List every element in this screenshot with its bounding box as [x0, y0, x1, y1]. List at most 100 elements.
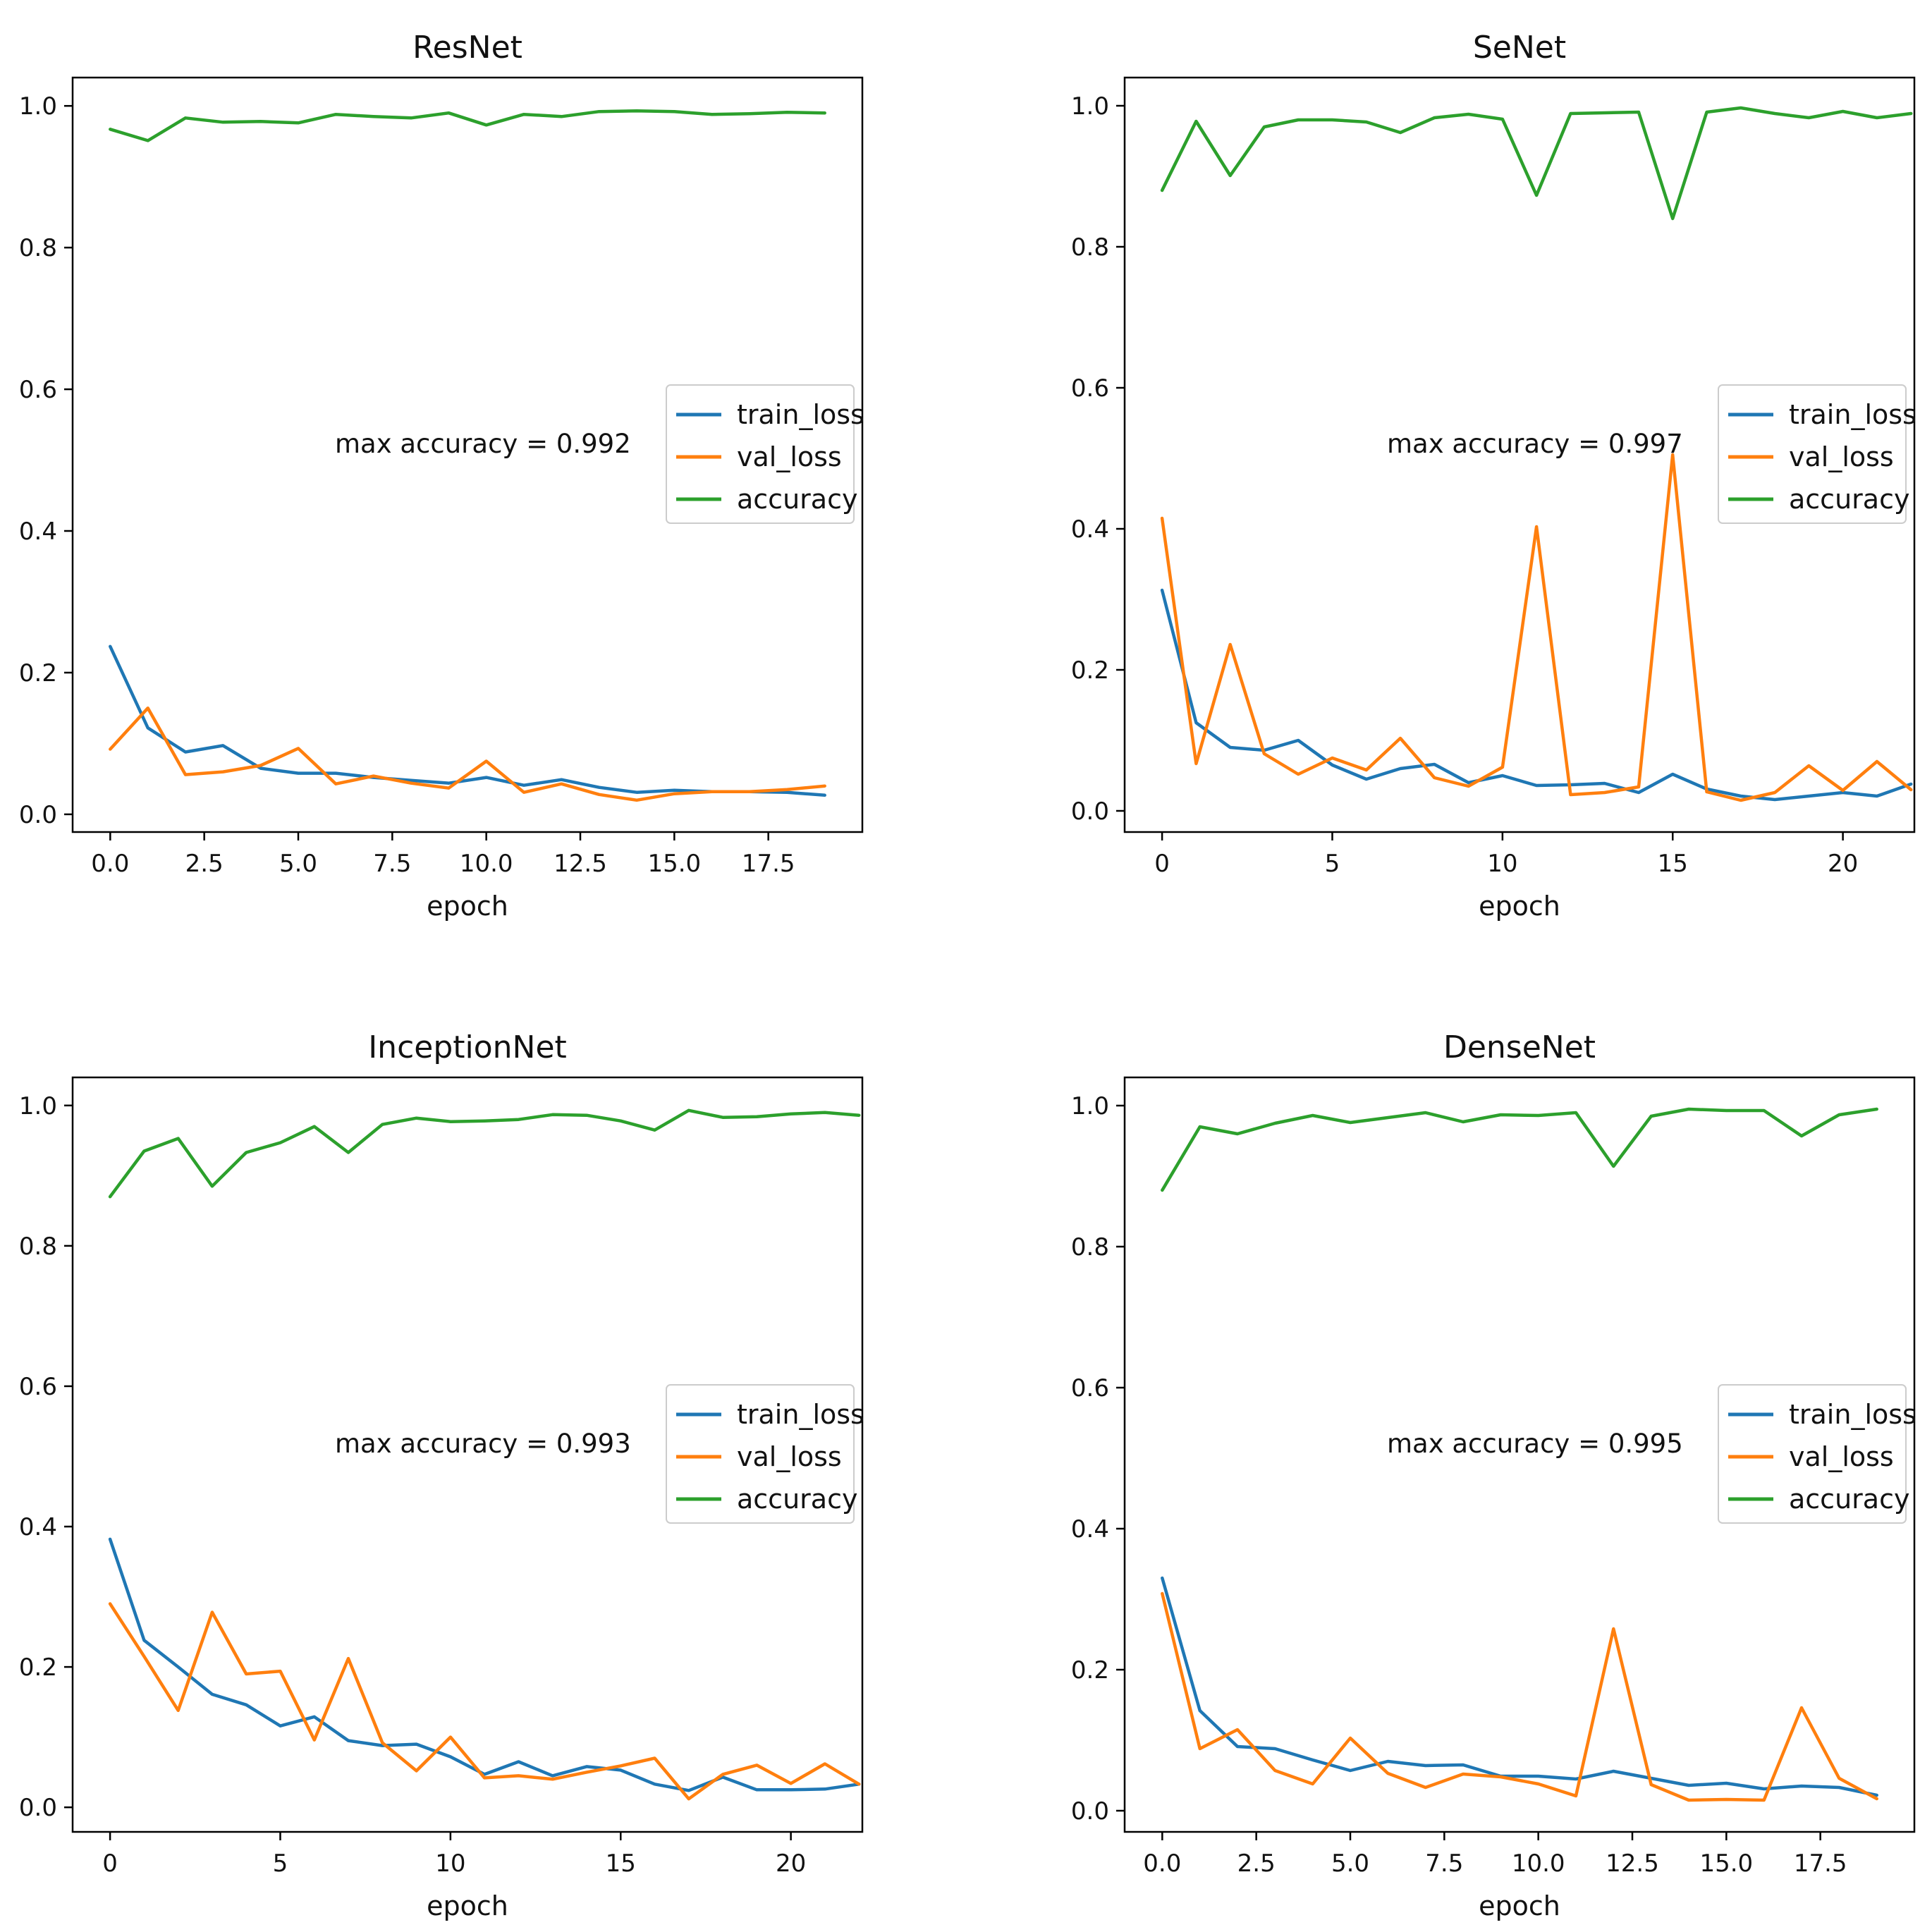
series-line-accuracy	[1160, 106, 1913, 221]
x-tick-label: 10.0	[1512, 1850, 1565, 1878]
x-tick-label: 5.0	[1331, 1850, 1369, 1878]
x-tick-label: 20	[776, 1850, 806, 1878]
x-tick-label: 0.0	[91, 850, 129, 878]
y-tick-label: 0.6	[19, 376, 57, 404]
max-accuracy-annotation: max accuracy = 0.992	[335, 429, 631, 459]
chart-panel-3: 0.0 0.2 0.4 0.6 0.8 1.0 0 5 10 15 20 InceptionNet ep…	[19, 1029, 864, 1921]
y-tick-label: 1.0	[19, 1092, 57, 1120]
x-axis-label: epoch	[427, 891, 508, 922]
y-tick-label: 0.2	[1071, 656, 1109, 685]
series-line-accuracy	[1161, 1107, 1878, 1192]
x-tick-label: 10	[1487, 850, 1517, 878]
x-tick-label: 15.0	[1699, 1850, 1753, 1878]
x-tick-label: 15.0	[647, 850, 701, 878]
legend-label-val-loss: val_loss	[737, 1441, 842, 1472]
plot-frame	[1123, 76, 1916, 833]
y-tick-label: 0.4	[19, 1513, 57, 1541]
chart-panel-1: 0.0 0.2 0.4 0.6 0.8 1.0 0.0 2.5 5.0 7.5 10.0 12.5 15…	[19, 30, 864, 922]
series-line-val-loss	[108, 1602, 861, 1801]
x-tick-label: 15	[1658, 850, 1688, 878]
x-tick-label: 20	[1828, 850, 1858, 878]
series-line-train-loss	[1160, 588, 1913, 802]
x-tick-label: 10	[435, 1850, 465, 1878]
x-tick-label: 7.5	[1425, 1850, 1463, 1878]
x-tick-label: 0	[1154, 850, 1170, 878]
legend-label-accuracy: accuracy	[1789, 484, 1909, 515]
y-tick-label: 0.0	[19, 801, 57, 829]
x-tick-label: 2.5	[185, 850, 224, 878]
max-accuracy-annotation: max accuracy = 0.993	[335, 1429, 631, 1459]
plot-frame	[71, 1076, 864, 1833]
chart-title: ResNet	[412, 30, 522, 66]
x-tick-label: 17.5	[1794, 1850, 1847, 1878]
series-line-val-loss	[1160, 453, 1913, 802]
y-tick-label: 0.8	[19, 1233, 57, 1261]
chart-title: DenseNet	[1443, 1029, 1596, 1065]
x-axis-label: epoch	[1479, 891, 1560, 922]
chart-panel-4: 0.0 0.2 0.4 0.6 0.8 1.0 0.0 2.5 5.0 7.5 10.0 12.5 15…	[1071, 1029, 1916, 1921]
legend: train_loss val_loss accuracy	[666, 1384, 864, 1524]
plot-frame	[1123, 1076, 1916, 1833]
series-line-accuracy	[108, 1108, 861, 1199]
x-tick-label: 0	[102, 1850, 118, 1878]
x-axis-label: epoch	[427, 1890, 508, 1921]
series-line-val-loss	[109, 706, 826, 802]
chart-title: SeNet	[1473, 30, 1566, 66]
y-tick-label: 0.6	[19, 1373, 57, 1401]
legend-label-accuracy: accuracy	[737, 484, 857, 515]
legend-label-train-loss: train_loss	[1789, 399, 1916, 430]
legend-box	[1718, 1384, 1907, 1524]
y-tick-label: 0.0	[1071, 797, 1109, 826]
y-tick-label: 0.4	[19, 518, 57, 546]
x-tick-label: 15	[606, 1850, 636, 1878]
x-tick-label: 10.0	[460, 850, 513, 878]
max-accuracy-annotation: max accuracy = 0.997	[1387, 429, 1683, 459]
y-tick-label: 1.0	[1071, 1092, 1109, 1120]
legend-label-train-loss: train_loss	[737, 1399, 864, 1430]
legend-label-accuracy: accuracy	[1789, 1484, 1909, 1515]
chart-title: InceptionNet	[368, 1029, 567, 1065]
legend-box	[666, 1384, 855, 1524]
chart-panel-2: 0.0 0.2 0.4 0.6 0.8 1.0 0 5 10 15 20 SeNet epoch max …	[1071, 30, 1916, 922]
legend-label-train-loss: train_loss	[737, 399, 864, 430]
max-accuracy-annotation: max accuracy = 0.995	[1387, 1429, 1683, 1459]
x-tick-label: 2.5	[1237, 1850, 1276, 1878]
y-tick-label: 0.6	[1071, 1374, 1109, 1402]
x-tick-label: 17.5	[742, 850, 795, 878]
x-tick-label: 0.0	[1143, 1850, 1181, 1878]
legend-label-val-loss: val_loss	[1789, 441, 1894, 472]
series-line-val-loss	[1161, 1591, 1878, 1802]
legend-label-val-loss: val_loss	[1789, 1441, 1894, 1472]
plot-frame	[71, 76, 864, 833]
series-line-train-loss	[1161, 1576, 1878, 1797]
series-line-accuracy	[109, 109, 826, 142]
legend-box	[666, 384, 855, 524]
x-tick-label: 5	[1325, 850, 1340, 878]
y-tick-label: 0.8	[1071, 233, 1109, 262]
y-tick-label: 0.2	[19, 659, 57, 687]
legend-box	[1718, 384, 1907, 524]
y-tick-label: 0.8	[19, 234, 57, 262]
x-axis-label: epoch	[1479, 1890, 1560, 1921]
x-tick-label: 12.5	[554, 850, 607, 878]
legend: train_loss val_loss accuracy	[666, 384, 864, 524]
y-tick-label: 0.2	[19, 1653, 57, 1682]
y-tick-label: 0.8	[1071, 1233, 1109, 1261]
y-tick-label: 0.4	[1071, 515, 1109, 544]
y-tick-label: 1.0	[1071, 92, 1109, 121]
legend-label-train-loss: train_loss	[1789, 1399, 1916, 1430]
series-line-train-loss	[108, 1537, 861, 1792]
legend: train_loss val_loss accuracy	[1718, 384, 1916, 524]
legend-label-accuracy: accuracy	[737, 1484, 857, 1515]
legend-label-val-loss: val_loss	[737, 441, 842, 472]
y-tick-label: 0.4	[1071, 1515, 1109, 1543]
x-tick-label: 5.0	[279, 850, 317, 878]
y-tick-label: 0.2	[1071, 1656, 1109, 1685]
y-tick-label: 1.0	[19, 92, 57, 121]
y-tick-label: 0.0	[1071, 1797, 1109, 1826]
y-tick-label: 0.0	[19, 1794, 57, 1822]
y-tick-label: 0.6	[1071, 374, 1109, 403]
x-tick-label: 5	[273, 1850, 288, 1878]
legend: train_loss val_loss accuracy	[1718, 1384, 1916, 1524]
